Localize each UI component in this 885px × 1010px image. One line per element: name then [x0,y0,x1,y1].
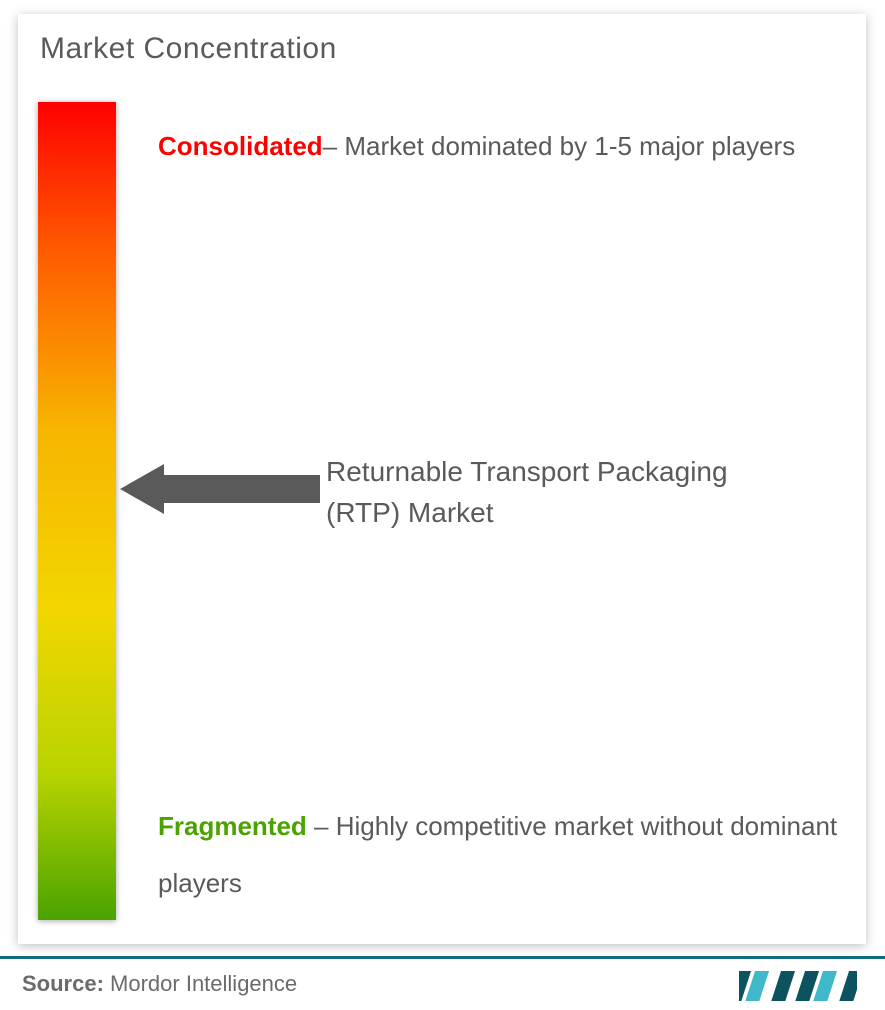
infographic-card: Market Concentration Consolidated– Marke… [18,14,866,944]
footer: Source: Mordor Intelligence [0,956,885,1010]
market-name-label: Returnable Transport Packaging (RTP) Mar… [326,452,756,533]
source-line: Source: Mordor Intelligence [22,971,297,997]
consolidated-text: – Market dominated by 1-5 major players [323,131,796,161]
concentration-gradient-bar [38,102,116,920]
source-value: Mordor Intelligence [104,971,297,996]
arrow-icon [120,464,320,514]
page-title: Market Concentration [40,32,337,66]
consolidated-keyword: Consolidated [158,131,323,161]
source-label: Source: [22,971,104,996]
pointer-arrow [120,462,320,516]
fragmented-keyword: Fragmented [158,811,307,841]
brand-logo [739,965,857,1007]
fragmented-label: Fragmented – Highly competitive market w… [158,798,848,912]
consolidated-label: Consolidated– Market dominated by 1-5 ma… [158,118,828,175]
